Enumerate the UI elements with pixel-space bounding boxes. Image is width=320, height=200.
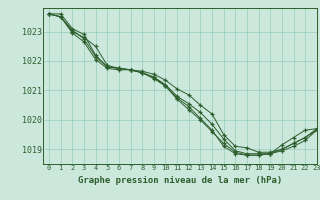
- X-axis label: Graphe pression niveau de la mer (hPa): Graphe pression niveau de la mer (hPa): [78, 176, 282, 185]
